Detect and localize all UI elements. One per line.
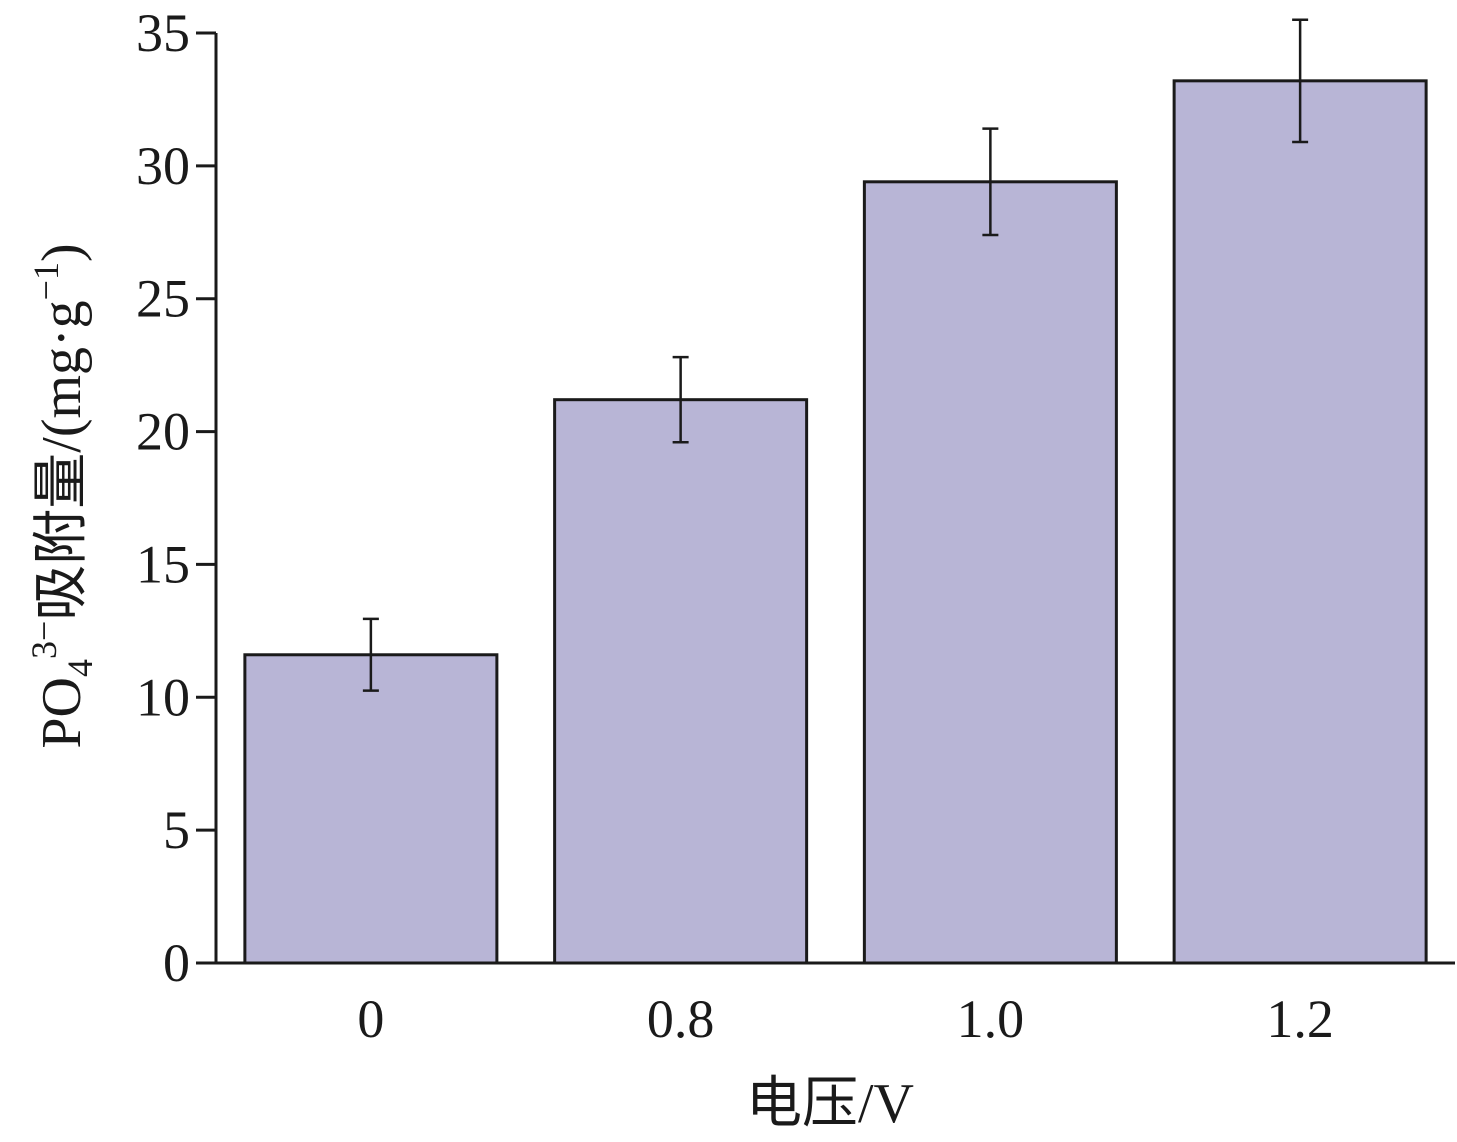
x-axis-title: 电压/V — [746, 1073, 914, 1135]
bar-1.2 — [1172, 79, 1428, 965]
x-tick-label-1.2: 1.2 — [1266, 989, 1334, 1049]
x-tick-label-0.8: 0.8 — [647, 989, 715, 1049]
bar-1.0 — [862, 180, 1118, 965]
y-tick-label-15: 15 — [136, 534, 190, 594]
y-axis-title-subscript: 4 — [60, 659, 100, 677]
y-tick-label-30: 30 — [136, 136, 190, 196]
y-axis-title: PO43−吸附量/(mg·g−1) — [24, 243, 100, 748]
bars-group — [243, 79, 1428, 965]
y-tick-label-20: 20 — [136, 402, 190, 462]
y-axis-title-close: ) — [31, 243, 93, 262]
y-tick-label-10: 10 — [136, 667, 190, 727]
y-tick-label-25: 25 — [136, 269, 190, 329]
bar-0.8 — [553, 398, 809, 965]
y-axis-title-unit-superscript: −1 — [26, 262, 66, 300]
axes-group — [214, 33, 1455, 965]
y-axis-title-base: PO — [31, 677, 93, 749]
y-tick-label-35: 35 — [136, 3, 190, 63]
y-tick-label-0: 0 — [163, 933, 190, 993]
y-tick-label-5: 5 — [163, 800, 190, 860]
x-tick-label-1.0: 1.0 — [957, 989, 1025, 1049]
x-tick-label-0: 0 — [357, 989, 384, 1049]
y-ticks-group: 0 5 10 15 20 25 30 35 — [136, 3, 216, 993]
y-axis-title-superscript: 3− — [24, 621, 64, 659]
bar-0 — [243, 653, 499, 965]
x-ticks-group: 0 0.8 1.0 1.2 — [357, 989, 1334, 1049]
error-bars-group — [362, 18, 1309, 692]
y-axis-title-text: 吸附量/(mg·g — [31, 300, 93, 620]
